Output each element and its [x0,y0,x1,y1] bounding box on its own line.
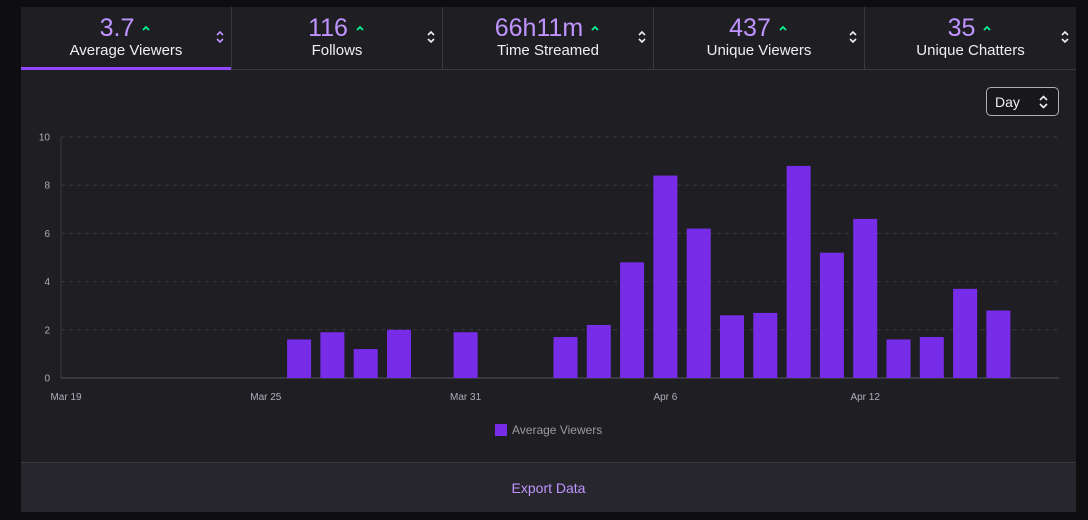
stat-label: Unique Viewers [706,42,812,59]
trend-up-icon [142,25,151,31]
bar [819,252,844,378]
bar [953,288,978,378]
x-tick-label: Apr 6 [653,392,677,403]
bar [720,315,744,378]
y-tick-label: 10 [39,133,51,144]
sort-icon[interactable] [1060,30,1070,44]
sort-icon[interactable] [426,30,436,44]
bar [753,312,778,378]
bar [453,332,478,378]
granularity-select[interactable]: Day [986,87,1059,116]
bar [287,339,312,378]
bar [553,337,578,378]
trend-up-icon [779,25,787,31]
stats-tabs: 3.7 Average Viewers 116 Follows 66h11m T… [21,7,1076,70]
bar [886,339,911,378]
select-chevrons-icon [1039,95,1048,109]
bar [353,349,378,378]
stat-value: 66h11m [494,14,584,42]
stat-tab-unique-viewers[interactable]: 437 Unique Viewers [654,7,865,69]
average-viewers-chart: 0 2 4 6 8 10 Mar 19 Mar 25 Mar 31 Apr 6 Apr 12 Aver… [39,133,1059,437]
stat-value: 3.7 [99,14,135,42]
y-tick-label: 2 [44,325,50,336]
stat-value: 35 [947,14,976,42]
bar [586,324,611,378]
y-tick-label: 4 [44,277,50,288]
y-tick-label: 8 [44,181,50,192]
chart-area: 0 2 4 6 8 10 Mar 19 Mar 25 Mar 31 Apr 6 Apr 12 Aver… [21,70,1076,461]
x-tick-label: Apr 12 [850,392,880,403]
granularity-select-value: Day [995,94,1020,110]
trend-up-icon [591,25,599,31]
trend-up-icon [356,25,364,31]
legend-swatch [495,424,507,436]
stat-value: 116 [308,14,348,42]
bar [320,332,345,378]
stat-label: Unique Chatters [916,42,1025,59]
bar [919,337,944,378]
stat-label: Time Streamed [497,42,599,59]
stat-tab-unique-chatters[interactable]: 35 Unique Chatters [865,7,1076,69]
bar [853,218,878,378]
stat-label: Average Viewers [69,42,183,59]
legend-label: Average Viewers [512,423,602,437]
footer-bar: Export Data [21,462,1076,512]
trend-up-icon [983,25,992,31]
stat-tab-average-viewers[interactable]: 3.7 Average Viewers [21,7,232,70]
bar [620,262,645,378]
sort-icon[interactable] [215,30,225,44]
stat-label: Follows [311,42,363,59]
bar [686,228,711,378]
bar [986,310,1011,378]
sort-icon[interactable] [848,30,858,44]
bar [387,329,411,378]
sort-icon[interactable] [637,30,647,44]
y-tick-label: 0 [44,374,50,385]
stat-tab-follows[interactable]: 116 Follows [232,7,443,69]
x-tick-label: Mar 19 [50,392,82,403]
y-tick-label: 6 [44,229,50,240]
bar [786,165,811,378]
analytics-panel: 3.7 Average Viewers 116 Follows 66h11m T… [21,7,1076,512]
stat-tab-time-streamed[interactable]: 66h11m Time Streamed [443,7,654,69]
export-data-button[interactable]: Export Data [511,479,586,496]
stat-value: 437 [729,14,771,42]
x-tick-label: Mar 31 [450,392,482,403]
bar [653,175,678,378]
x-tick-label: Mar 25 [250,392,282,403]
